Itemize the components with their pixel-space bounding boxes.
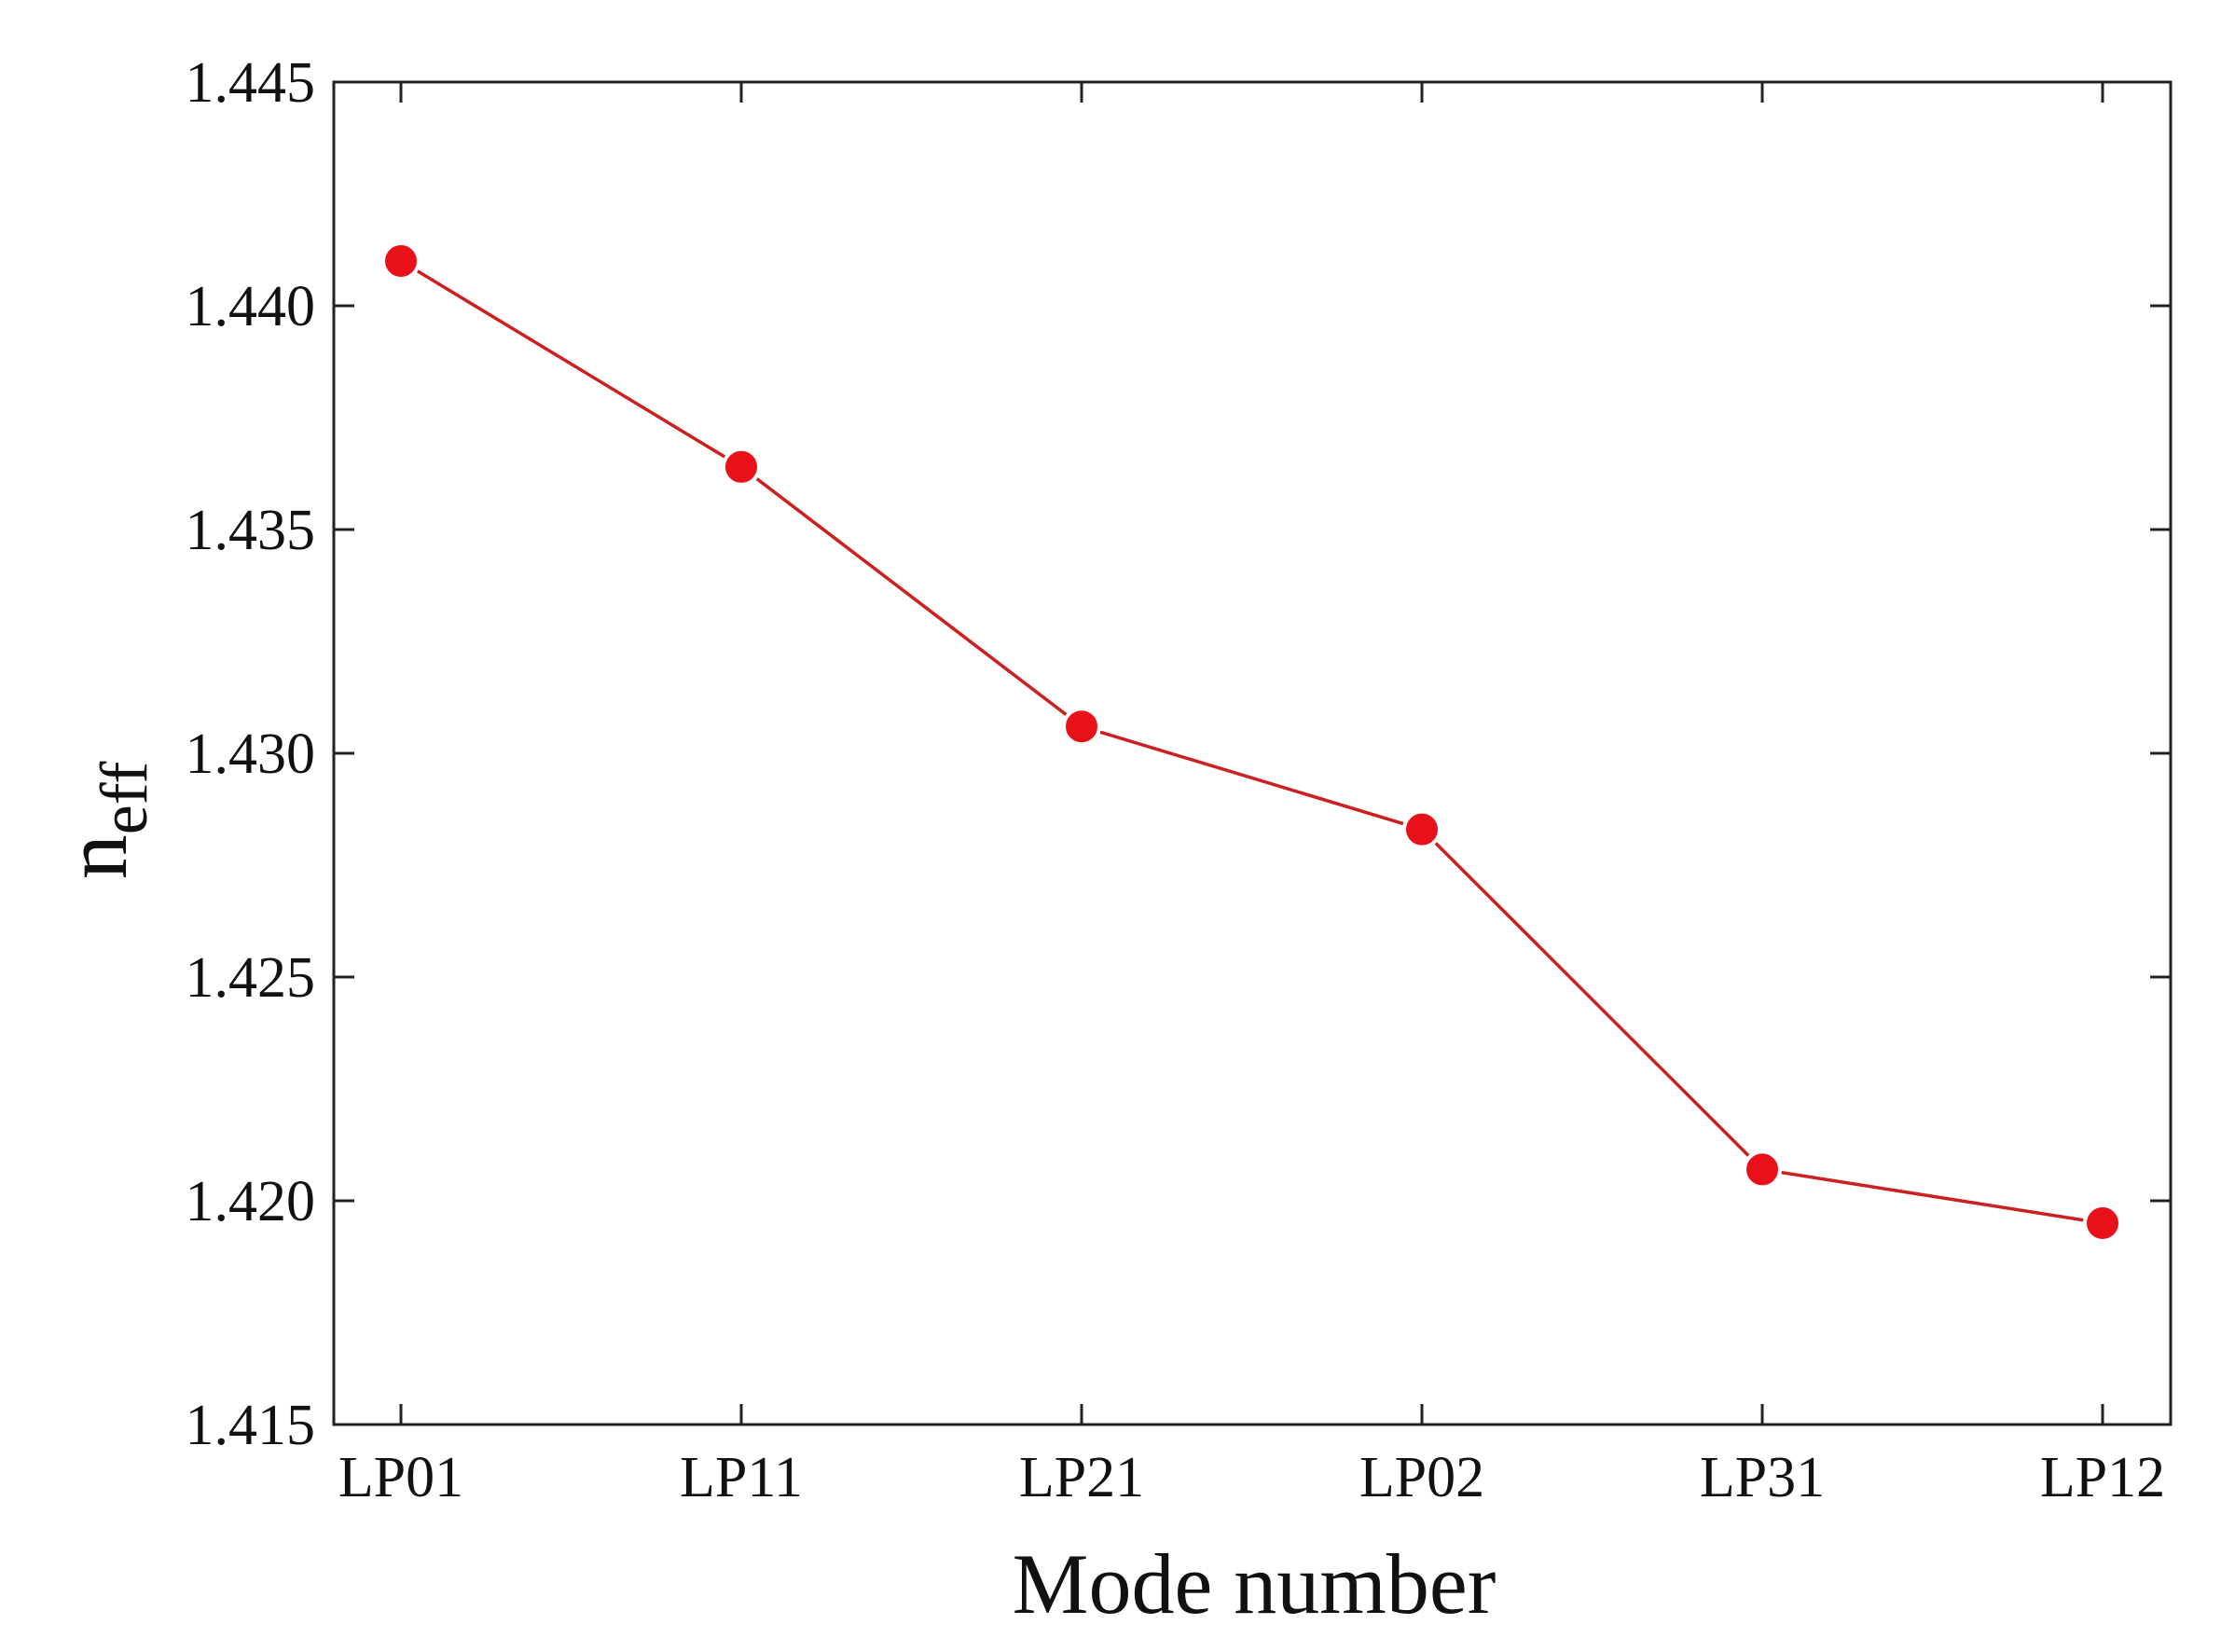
data-point: [381, 241, 421, 281]
x-tick-label: LP12: [2040, 1446, 2165, 1509]
y-tick-label: 1.415: [186, 1394, 316, 1457]
y-tick-label: 1.430: [186, 723, 316, 786]
x-tick-label: LP02: [1359, 1446, 1484, 1509]
plot-frame: [332, 80, 2173, 1426]
y-axis-title-main: n: [46, 834, 145, 879]
series-group: [381, 241, 2122, 1243]
data-point: [1062, 707, 1101, 747]
x-tick-label: LP11: [680, 1446, 803, 1509]
y-axis-title: neff: [46, 762, 161, 880]
y-tick-label: 1.420: [186, 1170, 316, 1233]
x-tick-label: LP21: [1019, 1446, 1144, 1509]
y-tick-label: 1.425: [186, 946, 316, 1010]
y-axis-title-sub: eff: [87, 762, 161, 835]
x-tick-label: LP01: [338, 1446, 463, 1509]
data-point: [2083, 1204, 2122, 1243]
y-tick-label: 1.440: [186, 275, 316, 338]
data-point: [722, 447, 761, 487]
y-tick-label: 1.435: [186, 499, 316, 562]
x-axis-title: Mode number: [1013, 1536, 1497, 1631]
y-ticks: 1.415 1.420 1.425 1.430 1.435 1.440 1.445: [186, 51, 2171, 1457]
data-point: [1402, 809, 1442, 849]
series-line: [400, 259, 2104, 1225]
x-tick-label: LP31: [1700, 1446, 1825, 1509]
x-ticks: LP01 LP11 LP21 LP02 LP31 LP12: [338, 82, 2165, 1509]
data-point: [1743, 1150, 1782, 1190]
plot-frame-group: [332, 80, 2173, 1426]
y-tick-label: 1.445: [186, 51, 316, 115]
